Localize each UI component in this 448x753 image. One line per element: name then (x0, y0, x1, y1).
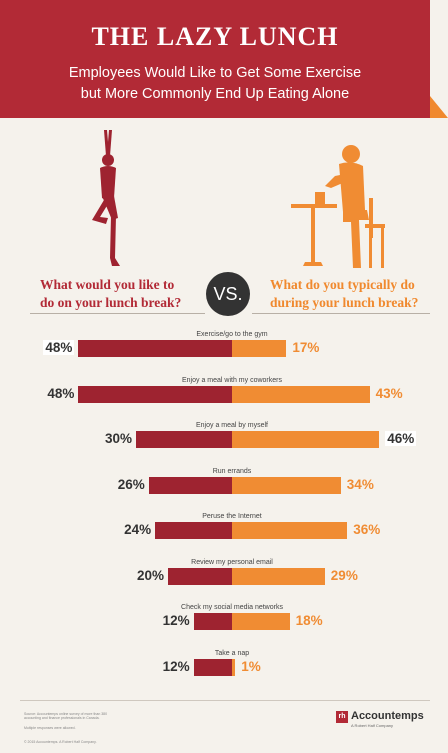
footer-note: Multiple responses were allowed. (24, 726, 76, 730)
bar-would-like (168, 567, 232, 585)
value-label-typically-do-wrap: 36% (353, 522, 380, 537)
bar-typically-do (232, 522, 348, 539)
value-label-would-like: 24% (124, 522, 152, 537)
value-label-typically-do-wrap: 29% (331, 568, 358, 583)
value-label-would-like: 26% (117, 476, 145, 492)
bar-would-like (193, 613, 232, 630)
value-label-typically-do: 29% (330, 567, 358, 583)
bar-would-like (136, 431, 232, 448)
bar-would-like (148, 476, 232, 494)
question-typically-do: What do you typically do during your lun… (270, 276, 418, 312)
value-label-typically-do-wrap: 18% (296, 613, 323, 628)
value-label-would-like: 20% (136, 567, 164, 583)
value-label-typically-do: 17% (292, 340, 320, 355)
bar-chart: Exercise/go to the gym 48% 17% Enjoy a meal… (0, 330, 448, 690)
bar-typically-do (232, 340, 287, 357)
divider-left (30, 313, 205, 314)
bar-typically-do (232, 431, 380, 448)
value-label-would-like: 48% (47, 385, 75, 401)
value-label-typically-do-wrap: 46% (385, 431, 417, 446)
accountemps-logo-icon: rh (336, 711, 348, 723)
value-label-would-like: 48% (43, 340, 75, 355)
value-label-would-like-wrap: 30% (82, 431, 132, 446)
category-label: Exercise/go to the gym (196, 331, 268, 338)
value-label-typically-do: 18% (295, 613, 323, 628)
brand-subtitle: A Robert Half Company (351, 723, 394, 728)
footer-source: Source: Accountemps online survey of mor… (24, 712, 108, 720)
bar-would-like (78, 385, 232, 403)
value-label-would-like: 12% (162, 613, 190, 628)
value-label-typically-do-wrap: 17% (292, 340, 319, 355)
subtitle-line-1: Employees Would Like to Get Some Exercis… (68, 65, 362, 81)
value-label-would-like-wrap: 48% (24, 386, 74, 401)
header-banner: THE LAZY LUNCH Employees Would Like to G… (0, 0, 430, 118)
subtitle-line-2: but More Commonly End Up Eating Alone (80, 86, 350, 102)
bar-typically-do (232, 567, 325, 585)
value-label-would-like-wrap: 20% (114, 568, 164, 583)
value-label-would-like: 12% (162, 658, 190, 674)
value-label-typically-do: 1% (241, 658, 261, 674)
bar-typically-do (232, 658, 236, 676)
value-label-would-like-wrap: 12% (140, 659, 190, 674)
value-label-would-like-wrap: 24% (101, 522, 151, 537)
divider-right (252, 313, 430, 314)
yoga-figure-icon (92, 130, 120, 266)
question-would-like-line-2: do on your lunch break? (40, 295, 182, 310)
value-label-typically-do: 46% (385, 431, 417, 446)
value-label-would-like-wrap: 12% (140, 613, 190, 628)
value-label-typically-do: 43% (375, 385, 403, 401)
value-label-typically-do-wrap: 43% (376, 386, 403, 401)
question-typically-do-line-2: during your lunch break? (270, 295, 419, 310)
bar-typically-do (232, 476, 341, 494)
category-label: Enjoy a meal by myself (196, 422, 268, 429)
category-label: Enjoy a meal with my coworkers (182, 376, 282, 384)
category-label: Take a nap (214, 649, 250, 657)
bar-would-like (78, 340, 232, 357)
ribbon-fold (430, 96, 448, 118)
bar-would-like (155, 522, 232, 539)
page-title: THE LAZY LUNCH (91, 22, 339, 51)
category-label: Run errands (212, 467, 252, 475)
question-would-like: What would you like to do on your lunch … (40, 276, 181, 312)
person-eating-at-table-icon (291, 145, 385, 268)
value-label-would-like-wrap: 48% (24, 340, 75, 355)
value-label-typically-do-wrap: 1% (241, 659, 261, 674)
question-would-like-line-1: What would you like to (40, 277, 175, 292)
footer-divider (20, 700, 430, 701)
value-label-would-like: 30% (104, 431, 132, 446)
vs-badge: VS. (206, 272, 250, 316)
bar-typically-do (232, 613, 290, 630)
bar-typically-do (232, 385, 370, 403)
category-label: Check my social media networks (181, 604, 283, 611)
bar-would-like (193, 658, 232, 676)
value-label-typically-do-wrap: 34% (347, 477, 374, 492)
question-typically-do-line-1: What do you typically do (270, 277, 415, 292)
value-label-typically-do: 36% (353, 522, 381, 537)
category-label: Peruse the Internet (202, 513, 262, 520)
footer-copyright: © 2015 Accountemps. A Robert Half Compan… (24, 740, 97, 744)
value-label-typically-do: 34% (346, 476, 374, 492)
brand-name: Accountemps (351, 710, 424, 722)
value-label-would-like-wrap: 26% (95, 477, 145, 492)
category-label: Review my personal email (191, 558, 273, 566)
